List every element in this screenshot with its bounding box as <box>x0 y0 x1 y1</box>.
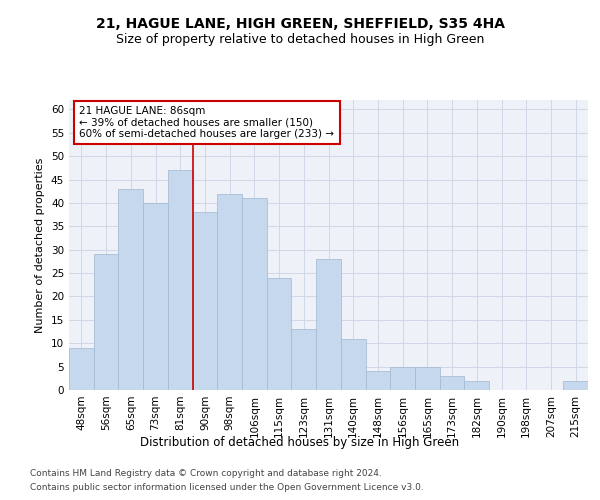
Bar <box>69 348 94 390</box>
Bar <box>242 198 267 390</box>
Bar <box>193 212 217 390</box>
Bar <box>94 254 118 390</box>
Y-axis label: Number of detached properties: Number of detached properties <box>35 158 46 332</box>
Bar <box>440 376 464 390</box>
Bar <box>143 203 168 390</box>
Bar <box>365 372 390 390</box>
Bar <box>168 170 193 390</box>
Text: Contains public sector information licensed under the Open Government Licence v3: Contains public sector information licen… <box>30 483 424 492</box>
Bar <box>316 259 341 390</box>
Text: Size of property relative to detached houses in High Green: Size of property relative to detached ho… <box>116 32 484 46</box>
Bar <box>390 366 415 390</box>
Bar <box>415 366 440 390</box>
Bar <box>217 194 242 390</box>
Bar <box>563 380 588 390</box>
Text: 21 HAGUE LANE: 86sqm
← 39% of detached houses are smaller (150)
60% of semi-deta: 21 HAGUE LANE: 86sqm ← 39% of detached h… <box>79 106 334 139</box>
Text: Distribution of detached houses by size in High Green: Distribution of detached houses by size … <box>140 436 460 449</box>
Text: Contains HM Land Registry data © Crown copyright and database right 2024.: Contains HM Land Registry data © Crown c… <box>30 470 382 478</box>
Bar <box>292 329 316 390</box>
Bar <box>341 338 365 390</box>
Bar <box>118 189 143 390</box>
Bar <box>267 278 292 390</box>
Bar <box>464 380 489 390</box>
Text: 21, HAGUE LANE, HIGH GREEN, SHEFFIELD, S35 4HA: 21, HAGUE LANE, HIGH GREEN, SHEFFIELD, S… <box>95 18 505 32</box>
